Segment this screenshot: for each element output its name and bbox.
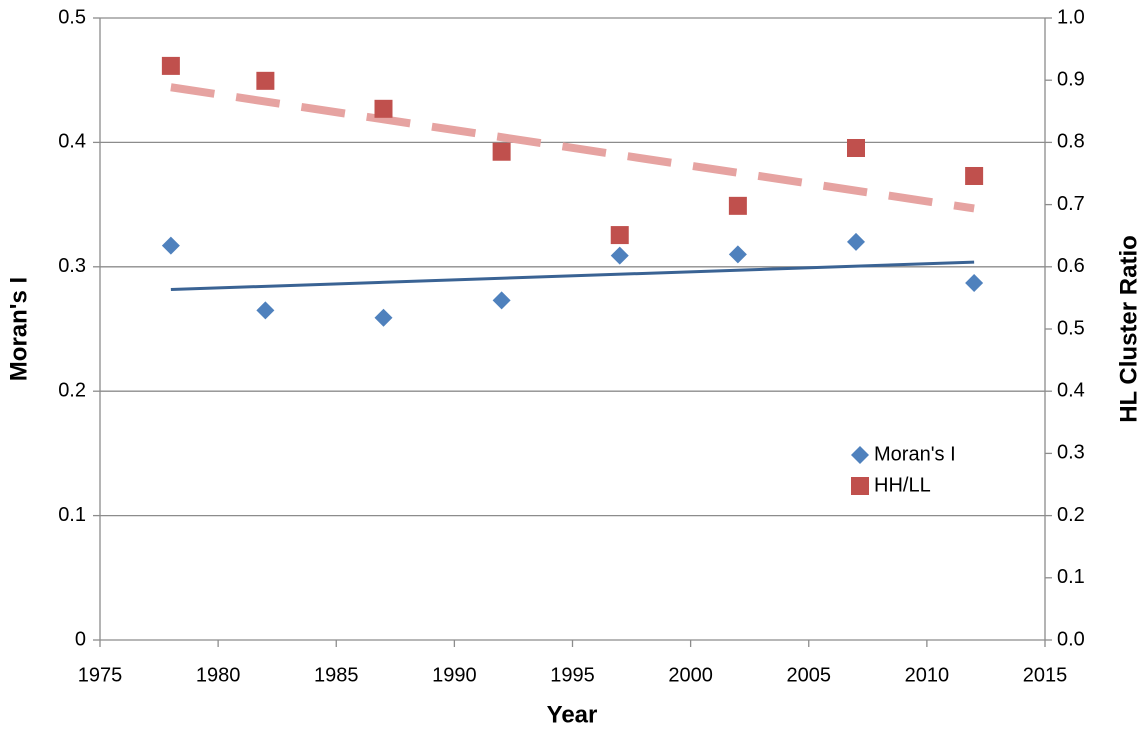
- data-point: [256, 301, 275, 320]
- y2-tick-label: 0.3: [1057, 442, 1085, 464]
- data-point: [610, 246, 629, 265]
- data-point: [610, 226, 629, 245]
- legend-label: HH/LL: [874, 474, 931, 496]
- y2-tick-label: 0.0: [1057, 628, 1085, 650]
- y2-tick-label: 1.0: [1057, 6, 1085, 28]
- data-point: [965, 166, 984, 185]
- trendline: [170, 260, 975, 292]
- y-tick-label: 0.5: [58, 6, 86, 28]
- data-point: [256, 71, 275, 90]
- y2-tick-label: 0.6: [1057, 255, 1085, 277]
- data-point: [374, 99, 393, 118]
- y2-axis-title: HL Cluster Ratio: [1115, 235, 1142, 423]
- trendline: [170, 83, 975, 213]
- data-point: [847, 138, 865, 157]
- x-axis-title: Year: [547, 701, 598, 728]
- x-tick-label: 1985: [314, 664, 359, 686]
- legend-marker: [851, 446, 869, 464]
- y2-tick-label: 0.9: [1057, 68, 1085, 90]
- y-axis-title: Moran's I: [5, 277, 32, 381]
- y2-tick-label: 0.4: [1057, 379, 1085, 401]
- data-point: [965, 273, 984, 292]
- data-point: [492, 291, 511, 310]
- y2-tick-label: 0.7: [1057, 193, 1085, 215]
- data-point: [492, 142, 511, 161]
- y2-tick-label: 0.8: [1057, 131, 1085, 153]
- x-tick-label: 1975: [78, 664, 123, 686]
- data-point: [161, 236, 180, 255]
- x-tick-label: 2015: [1023, 664, 1068, 686]
- x-tick-label: 2005: [787, 664, 832, 686]
- y2-tick-label: 0.1: [1057, 566, 1085, 588]
- legend-marker: [851, 477, 869, 495]
- x-tick-label: 1980: [196, 664, 241, 686]
- y-tick-label: 0.2: [58, 379, 86, 401]
- y-tick-label: 0: [75, 628, 86, 650]
- y2-tick-label: 0.2: [1057, 504, 1085, 526]
- x-tick-label: 1995: [550, 664, 595, 686]
- y-tick-label: 0.1: [58, 504, 86, 526]
- data-point: [847, 232, 865, 251]
- x-tick-label: 2000: [668, 664, 713, 686]
- data-point: [728, 245, 747, 264]
- data-point: [728, 196, 747, 215]
- x-tick-label: 2010: [905, 664, 950, 686]
- x-tick-label: 1990: [432, 664, 477, 686]
- data-point: [374, 308, 393, 327]
- legend-label: Moran's I: [874, 443, 956, 465]
- data-point: [161, 56, 180, 75]
- y-tick-label: 0.4: [58, 131, 86, 153]
- y-tick-label: 0.3: [58, 255, 86, 277]
- y2-tick-label: 0.5: [1057, 317, 1085, 339]
